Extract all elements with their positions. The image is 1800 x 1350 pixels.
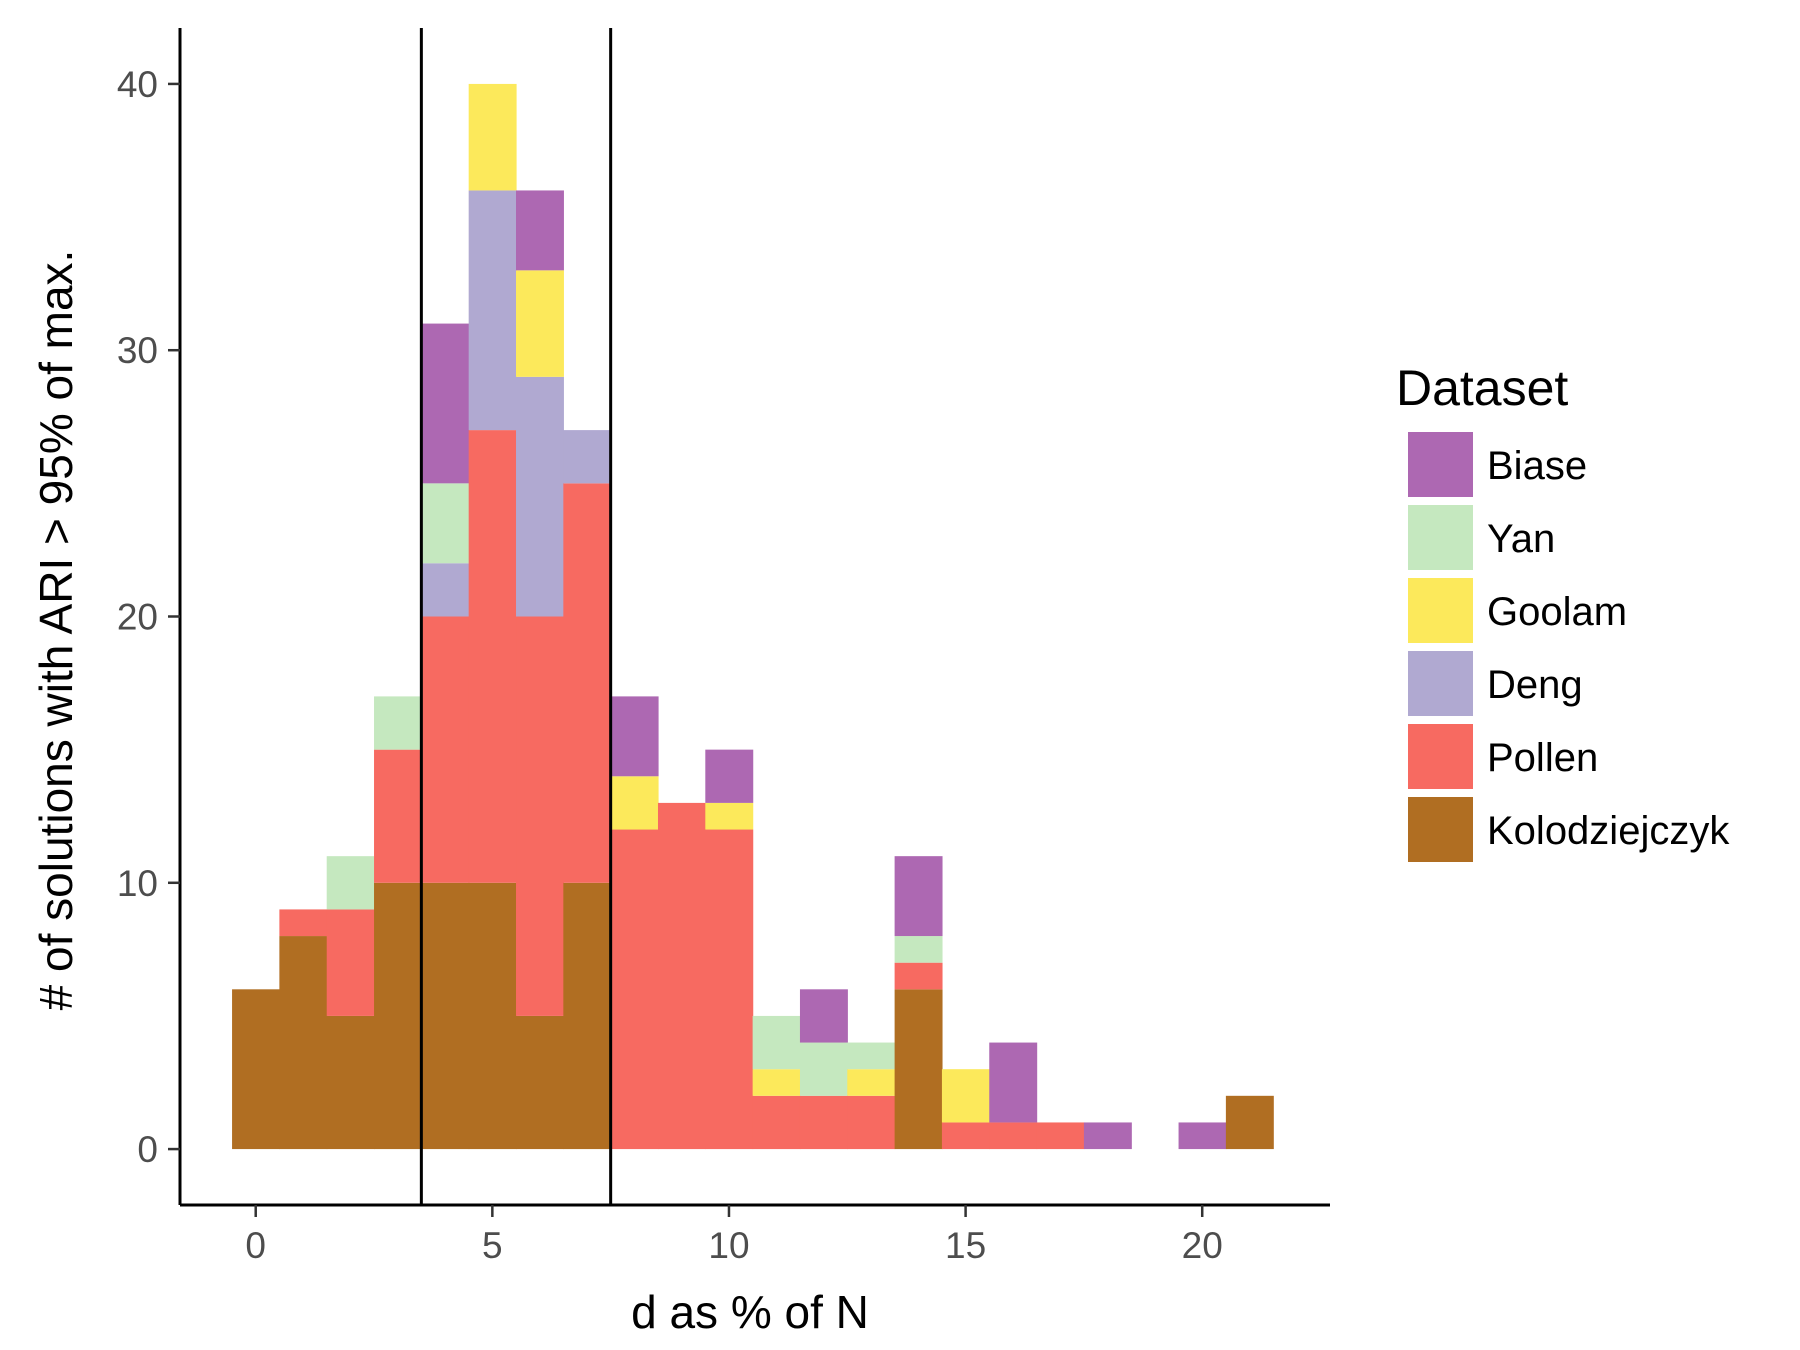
bar-kolodziejczyk-14 [894,989,943,1150]
bar-biase-16 [989,1042,1038,1123]
bar-kolodziejczyk-7 [563,882,612,1150]
bar-goolam-8 [610,776,659,830]
bars-group [232,83,1274,1150]
bar-pollen-9 [657,802,706,1150]
bar-goolam-15 [941,1069,990,1123]
bar-yan-3 [374,696,422,750]
bar-pollen-8 [610,829,659,1150]
ticks: 0 5 10 15 20 0 10 20 30 40 [117,64,1223,1266]
bar-kolodziejczyk-3 [374,882,422,1150]
bar-kolodziejczyk-5 [468,882,517,1150]
bar-goolam-13 [847,1069,896,1096]
legend-swatch-deng [1408,651,1473,716]
bar-goolam-10 [705,802,754,830]
bar-pollen-14 [894,962,943,990]
bar-yan-2 [326,856,375,910]
legend-label-deng: Deng [1487,663,1583,707]
legend-swatch-pollen [1408,724,1473,789]
bar-pollen-12 [799,1095,848,1150]
x-tick-label-0: 0 [245,1225,266,1266]
bar-deng-6 [516,376,564,617]
legend-label-yan: Yan [1487,517,1555,561]
bar-pollen-15 [941,1122,990,1150]
bar-pollen-10 [705,829,754,1150]
x-axis-title: d as % of N [631,1286,869,1338]
bar-pollen-6 [516,616,564,1016]
bar-kolodziejczyk-2 [326,1015,375,1150]
bar-biase-12 [799,989,848,1043]
bar-pollen-11 [752,1095,801,1150]
bar-pollen-7 [563,483,612,883]
bar-kolodziejczyk-21 [1225,1095,1274,1150]
y-tick-label-30: 30 [117,330,158,371]
bar-yan-12 [799,1042,848,1096]
bar-goolam-5 [468,83,517,191]
y-tick-label-0: 0 [137,1129,158,1170]
bar-biase-4 [421,323,470,484]
y-tick-label-10: 10 [117,863,158,904]
bar-pollen-17 [1036,1122,1085,1150]
bar-deng-5 [468,190,517,431]
y-tick-label-40: 40 [117,64,158,105]
legend-title: Dataset [1396,360,1568,416]
legend-label-pollen: Pollen [1487,736,1598,780]
x-tick-label-5: 5 [482,1225,503,1266]
bar-biase-20 [1178,1122,1227,1150]
bar-yan-11 [752,1015,801,1070]
bar-yan-13 [847,1042,896,1070]
legend-swatch-biase [1408,432,1473,497]
bar-kolodziejczyk-6 [516,1015,564,1150]
bar-kolodziejczyk-0 [232,989,280,1150]
reference-lines [419,28,613,1205]
bar-pollen-2 [326,909,375,1016]
bar-biase-14 [894,856,943,937]
bar-goolam-11 [752,1069,801,1096]
bar-deng-7 [563,430,612,484]
legend-label-goolam: Goolam [1487,590,1627,634]
legend-label-biase: Biase [1487,444,1587,488]
bar-biase-10 [705,749,754,803]
bar-biase-6 [516,190,564,271]
legend-swatch-goolam [1408,578,1473,643]
legend-label-kolodziejczyk: Kolodziejczyk [1487,809,1730,853]
x-tick-label-15: 15 [945,1225,986,1266]
bar-yan-14 [894,936,943,963]
bar-biase-8 [610,696,659,777]
y-tick-label-20: 20 [117,597,158,638]
legend: Dataset Biase Yan Goolam Deng Pollen Kolodzie… [1396,360,1730,862]
legend-swatch-kolodziejczyk [1408,797,1473,862]
bar-pollen-16 [989,1122,1038,1150]
bar-pollen-3 [374,749,422,883]
bar-deng-4 [421,563,470,617]
bar-goolam-6 [516,270,564,377]
bar-yan-4 [421,483,470,564]
bar-pollen-5 [468,430,517,883]
bar-kolodziejczyk-4 [421,882,470,1150]
bar-pollen-1 [279,909,328,937]
legend-swatch-yan [1408,505,1473,570]
bar-pollen-13 [847,1095,896,1150]
x-tick-label-20: 20 [1182,1225,1223,1266]
bar-pollen-4 [421,616,470,883]
bar-biase-18 [1083,1122,1132,1150]
bar-kolodziejczyk-1 [279,936,328,1150]
x-tick-label-10: 10 [708,1225,749,1266]
y-axis-title: # of solutions with ARI > 95% of max. [30,250,82,1011]
